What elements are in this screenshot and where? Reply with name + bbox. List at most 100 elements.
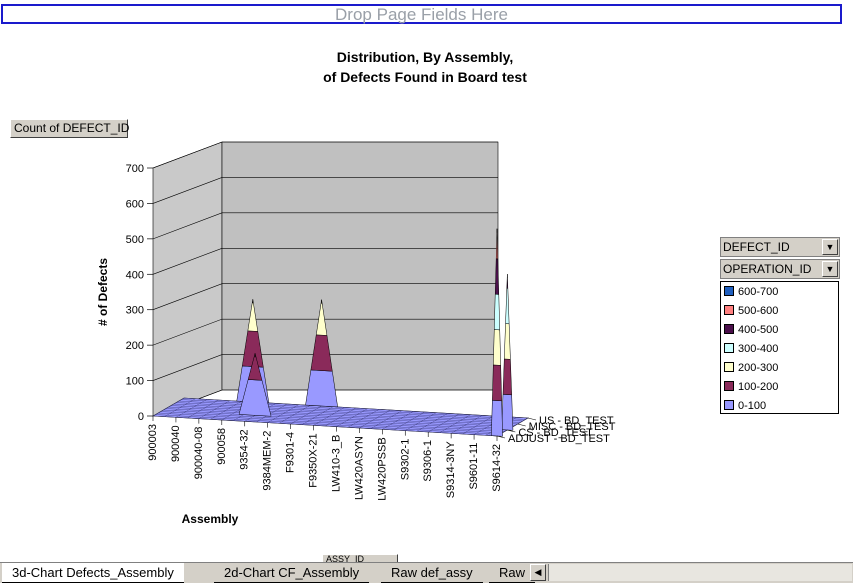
surface-peak (238, 352, 272, 417)
surface-peak (501, 274, 514, 431)
x-tick-label: 900058 (216, 428, 228, 465)
tab-2d-chart-cf-assembly[interactable]: 2d-Chart CF_Assembly (214, 563, 370, 583)
legend-item: 200-300 (724, 361, 778, 375)
legend-swatch (724, 286, 734, 296)
chevron-left-icon: ◀ (534, 567, 542, 577)
legend-item: 100-200 (724, 380, 778, 394)
gridline (152, 318, 498, 346)
legend-label: 0-100 (738, 400, 767, 412)
x-tick-label: LW410-3_B (330, 435, 342, 492)
legend-item: 400-500 (724, 323, 778, 337)
mesh-line (176, 402, 521, 423)
x-tick-label: F9301-4 (285, 432, 297, 473)
legend-swatch (724, 305, 734, 315)
legend-item: 300-400 (724, 342, 778, 356)
side-wall (152, 141, 223, 417)
z-tick-label: 500 (126, 234, 144, 246)
x-axis-ticks: 900003 900040 900040-08 900058 9354-32 9384ME… (147, 416, 503, 501)
y-tick-label: CS - BD_TEST (518, 427, 593, 439)
chart-floor (151, 397, 530, 437)
defect-id-dropdown[interactable]: DEFECT_ID ▼ (720, 237, 840, 257)
legend-swatch (724, 362, 734, 372)
mesh-line (168, 406, 513, 428)
y-tick-label: ADJUST - BD_TEST (508, 433, 610, 445)
z-tick-label: 0 (138, 411, 144, 423)
y-tick-mark (527, 417, 537, 421)
chevron-down-icon[interactable]: ▼ (822, 239, 838, 255)
y-tick-mark (517, 423, 526, 427)
operation-id-dropdown[interactable]: OPERATION_ID ▼ (720, 259, 840, 279)
mesh-line (152, 415, 498, 437)
chart-legend: 600-700 500-600 400-500 300-400 200-300 … (720, 281, 839, 414)
z-axis-ticks: 0 100 200 300 400 500 600 700 (126, 163, 153, 423)
gridline (152, 212, 498, 240)
gridline (152, 177, 498, 204)
chart-title: Distribution, By Assembly, of Defects Fo… (250, 47, 600, 87)
x-tick-label: 900003 (147, 424, 159, 461)
operation-id-label: OPERATION_ID (723, 262, 812, 276)
x-tick-label: S9306-1 (422, 440, 434, 482)
back-wall (221, 141, 499, 391)
tab-raw-def-assy[interactable]: Raw def_assy (381, 563, 483, 583)
surface-peak (491, 228, 503, 437)
tab-raw[interactable]: Raw (489, 563, 536, 583)
legend-label: 600-700 (738, 286, 779, 298)
x-tick-label: 9354-32 (239, 429, 251, 469)
legend-swatch (724, 324, 734, 334)
mesh-line (158, 412, 503, 434)
x-tick-label: LW420PSSB (376, 437, 388, 500)
x-tick-label: 900040 (170, 425, 182, 462)
chart-title-line1: Distribution, By Assembly, (336, 49, 514, 65)
x-tick-label: S9601-11 (468, 443, 480, 490)
chart-peaks (236, 228, 514, 437)
legend-label: 200-300 (738, 362, 779, 374)
legend-item: 0-100 (724, 399, 766, 413)
x-tick-label: F9350X-21 (308, 433, 320, 487)
legend-item: 500-600 (724, 304, 778, 318)
tab-3d-chart-defects-assembly[interactable]: 3d-Chart Defects_Assembly (2, 563, 184, 583)
mesh-line (160, 411, 505, 432)
gridline (152, 141, 498, 169)
mesh-line (163, 409, 508, 431)
chevron-down-icon[interactable]: ▼ (822, 261, 838, 277)
defect-id-label: DEFECT_ID (723, 240, 790, 254)
legend-swatch (724, 381, 734, 391)
y-tick-label: MISC - BD_TEST (529, 421, 616, 433)
y-tick-mark (496, 435, 506, 439)
legend-swatch (724, 343, 734, 353)
gridline (152, 283, 498, 310)
z-tick-label: 300 (126, 305, 144, 317)
x-tick-label: S9314-3NY (445, 441, 457, 499)
legend-swatch (724, 400, 734, 410)
mesh-line (165, 408, 510, 429)
y-tick-label: US - BD_TEST (539, 415, 614, 427)
x-axis-label: Assembly (182, 512, 239, 526)
chart-walls (152, 141, 499, 417)
sheet-tab-bar: 3d-Chart Defects_Assembly 2d-Chart CF_As… (0, 562, 853, 583)
mesh-line (178, 400, 523, 422)
mesh-line (171, 405, 516, 426)
legend-label: 400-500 (738, 324, 779, 336)
y-axis-label: # of Defects (96, 258, 110, 326)
drop-page-fields-zone[interactable]: Drop Page Fields Here (1, 4, 842, 24)
z-tick-label: 600 (126, 198, 144, 210)
gridline (152, 247, 498, 275)
y-tick-mark (507, 429, 516, 433)
z-tick-label: 100 (126, 376, 144, 388)
mesh-line (181, 399, 526, 420)
mesh-line (155, 414, 500, 435)
x-tick-label: S9302-1 (399, 439, 411, 481)
gridline (152, 354, 498, 381)
chart-title-line2: of Defects Found in Board test (323, 69, 527, 85)
legend-label: 100-200 (738, 381, 779, 393)
x-tick-label: 9384MEM-2 (262, 431, 274, 491)
count-defect-id-button[interactable]: Count of DEFECT_ID (10, 119, 129, 138)
x-tick-label: S9614-32 (491, 444, 503, 492)
legend-item: 600-700 (724, 285, 778, 299)
tab-scroll-left-button[interactable]: ◀ (530, 564, 546, 581)
horizontal-scrollbar[interactable] (548, 564, 852, 581)
mesh-line (173, 403, 518, 425)
legend-label: 500-600 (738, 305, 779, 317)
